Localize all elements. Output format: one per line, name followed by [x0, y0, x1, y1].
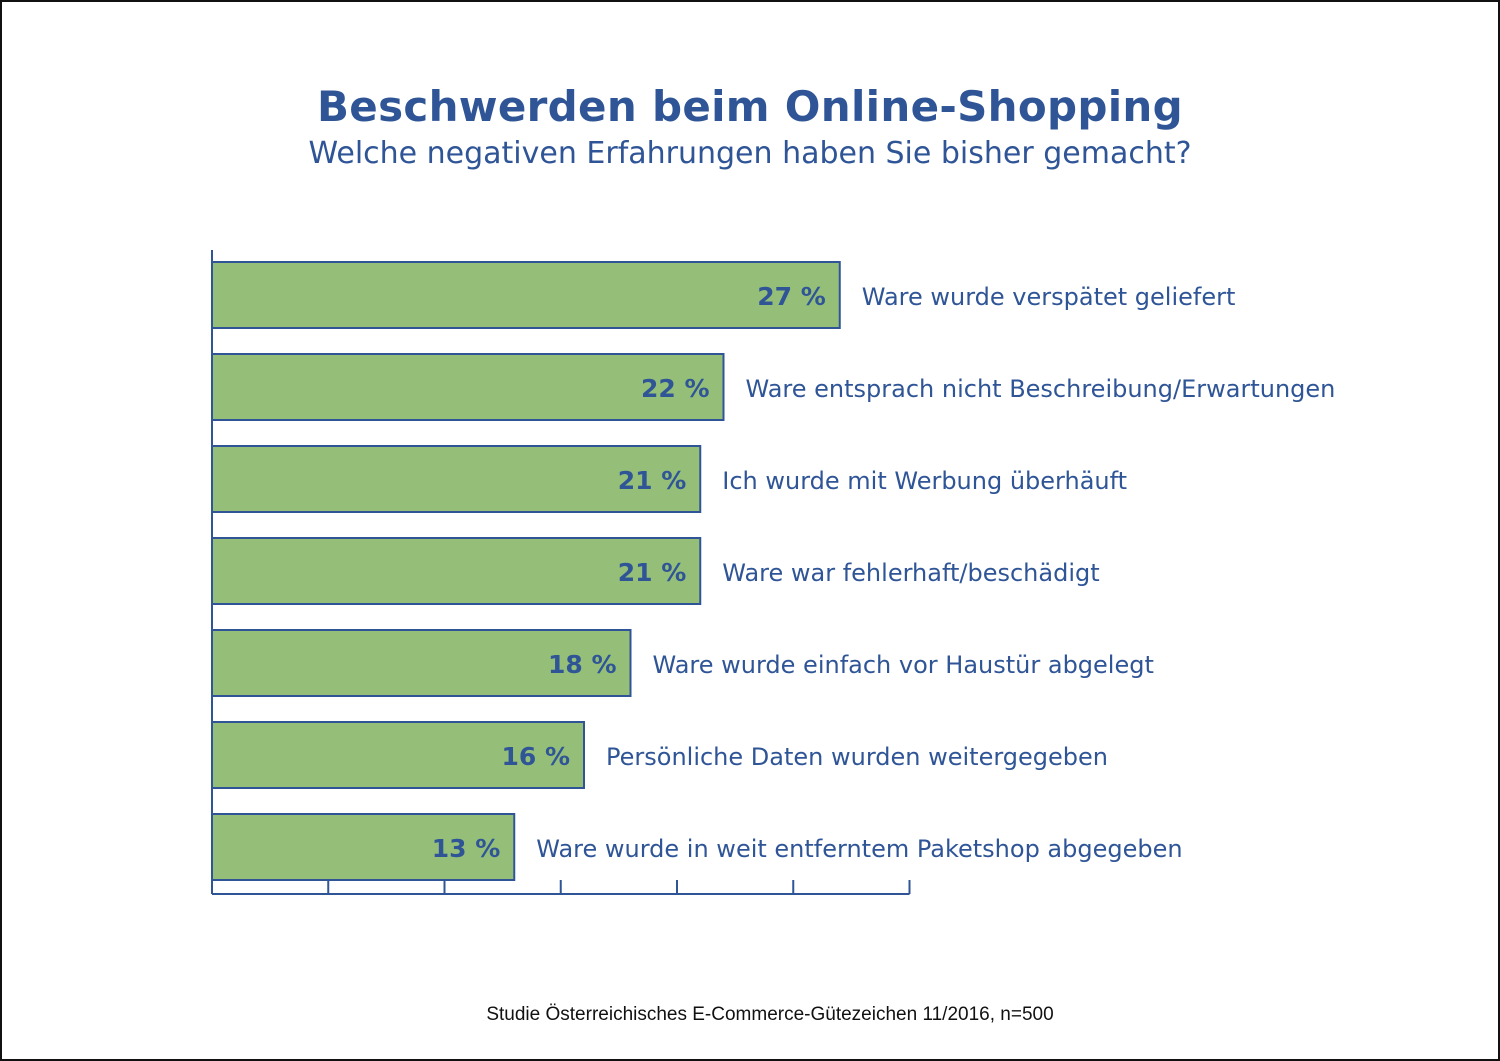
bar-value-label: 18 % — [548, 650, 617, 679]
bar-value-label: 16 % — [501, 742, 570, 771]
bar — [211, 261, 841, 329]
category-label: Ich wurde mit Werbung überhäuft — [722, 467, 1127, 495]
chart-title: Beschwerden beim Online-Shopping — [316, 82, 1183, 131]
bar — [211, 813, 516, 881]
bar-value-label: 22 % — [641, 374, 710, 403]
bar-value-label: 21 % — [618, 558, 687, 587]
source-note: Studie Österreichisches E-Commerce-Gütez… — [486, 1004, 1054, 1025]
bar-value-label: 27 % — [757, 282, 826, 311]
bar-value-label: 13 % — [432, 834, 501, 863]
category-label: Ware wurde einfach vor Haustür abgelegt — [653, 651, 1154, 679]
bar — [211, 629, 632, 697]
bar — [211, 537, 702, 605]
bar-value-label: 21 % — [618, 466, 687, 495]
category-label: Ware wurde in weit entferntem Paketshop … — [536, 835, 1182, 863]
category-label: Ware war fehlerhaft/beschädigt — [722, 559, 1099, 587]
category-label: Ware entsprach nicht Beschreibung/Erwart… — [746, 375, 1336, 403]
category-label: Persönliche Daten wurden weitergegeben — [606, 743, 1108, 771]
bar — [211, 445, 702, 513]
bar — [211, 721, 585, 789]
category-label: Ware wurde verspätet geliefert — [862, 283, 1236, 311]
chart-subtitle: Welche negativen Erfahrungen haben Sie b… — [308, 136, 1192, 171]
